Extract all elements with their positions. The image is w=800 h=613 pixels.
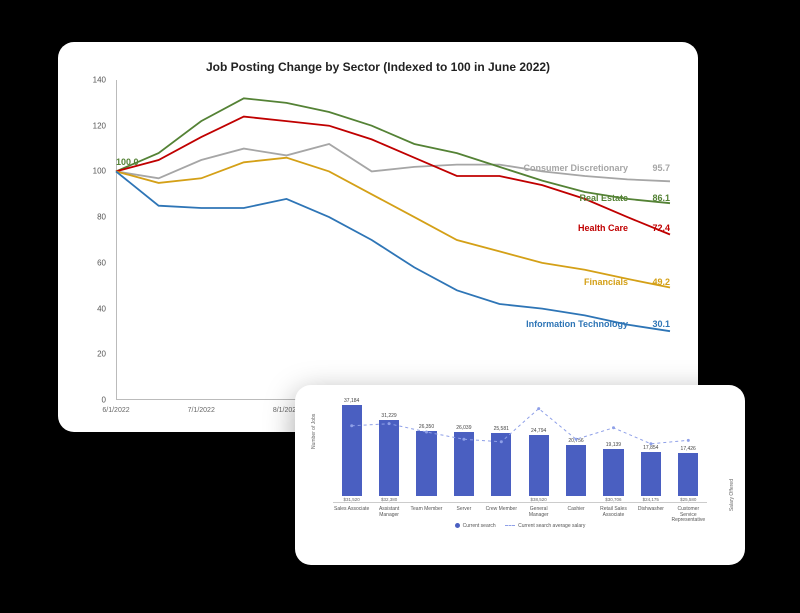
bar-salary-line: [333, 405, 707, 503]
bar-y-label-right: Salary Offered: [729, 479, 735, 511]
y-tick: 60: [82, 258, 106, 267]
bar-category-label: Team Member: [408, 507, 446, 513]
salary-line-marker: [612, 426, 615, 429]
bar-category-label: Crew Member: [482, 507, 520, 513]
legend-dot-icon: [455, 523, 460, 528]
y-tick: 80: [82, 213, 106, 222]
line-chart-card: Job Posting Change by Sector (Indexed to…: [58, 42, 698, 432]
salary-line-marker: [388, 422, 391, 425]
legend-line-label: Current search average salary: [518, 523, 585, 529]
start-value-label: 100.0: [116, 157, 139, 167]
bar-category-label: Dishwasher: [632, 507, 670, 513]
bar-category-label: Retail Sales Associate: [595, 507, 633, 518]
legend-dash-icon: [505, 525, 515, 526]
salary-line-marker: [350, 424, 353, 427]
bar-legend: Current search Current search average sa…: [309, 523, 731, 529]
salary-line-marker: [500, 440, 503, 443]
line-chart-title: Job Posting Change by Sector (Indexed to…: [86, 60, 670, 74]
bar-category-label: General Manager: [520, 507, 558, 518]
bar-category-label: Sales Associate: [333, 507, 371, 513]
bar-category-label: Server: [445, 507, 483, 513]
y-tick: 100: [82, 167, 106, 176]
salary-line-marker: [425, 430, 428, 433]
bar-value-label: 37,184: [344, 398, 359, 404]
bar-chart-plot: Number of Jobs Salary Offered 37,184$31,…: [309, 399, 731, 529]
series-end-value: 72.4: [652, 223, 670, 233]
bar-chart-card: Number of Jobs Salary Offered 37,184$31,…: [295, 385, 745, 565]
salary-line-marker: [462, 438, 465, 441]
bar-category-label: Assistant Manager: [370, 507, 408, 518]
y-tick: 120: [82, 121, 106, 130]
y-tick: 20: [82, 350, 106, 359]
series-end-value: 86.1: [652, 193, 670, 203]
series-label: Real Estate: [579, 193, 628, 203]
x-tick: 6/1/2022: [102, 407, 129, 414]
series-label: Financials: [584, 277, 628, 287]
bar-y-label-left: Number of Jobs: [311, 414, 317, 449]
x-tick: 7/1/2022: [188, 407, 215, 414]
y-tick: 40: [82, 304, 106, 313]
salary-line-marker: [537, 407, 540, 410]
y-tick: 0: [82, 396, 106, 405]
series-end-value: 30.1: [652, 319, 670, 329]
line-series-svg: [116, 80, 670, 400]
series-label: Information Technology: [526, 319, 628, 329]
series-end-value: 49.2: [652, 277, 670, 287]
series-end-value: 95.7: [652, 163, 670, 173]
bar-category-label: Customer Service Representative: [669, 507, 707, 524]
bar-category-label: Cashier: [557, 507, 595, 513]
series-real-estate: [116, 98, 670, 203]
y-tick: 140: [82, 76, 106, 85]
salary-line-marker: [575, 438, 578, 441]
salary-line-marker: [649, 442, 652, 445]
line-chart-plot: 020406080100120140 6/1/20227/1/20228/1/2…: [86, 80, 670, 400]
salary-line-path: [352, 409, 689, 444]
legend-bar-label: Current search: [463, 523, 496, 529]
series-label: Health Care: [578, 223, 628, 233]
salary-line-marker: [687, 439, 690, 442]
series-label: Consumer Discretionary: [523, 163, 628, 173]
